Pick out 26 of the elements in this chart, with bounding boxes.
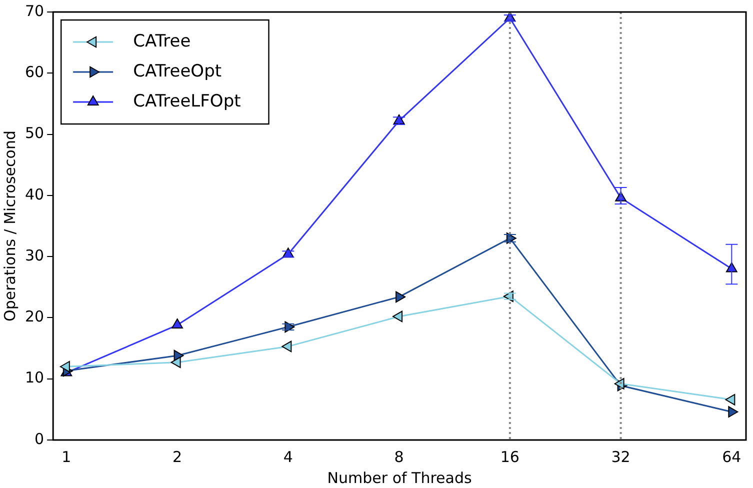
x-tick-label: 8	[394, 448, 404, 466]
x-tick-label: 4	[283, 448, 293, 466]
y-tick-label: 10	[24, 368, 44, 387]
legend-label: CATreeOpt	[133, 61, 222, 82]
x-tick-label: 32	[611, 448, 630, 466]
point	[392, 310, 403, 322]
y-tick-label: 60	[24, 63, 44, 82]
legend-label: CATree	[133, 31, 191, 52]
x-tick-label: 1	[62, 448, 72, 466]
y-tick-label: 50	[24, 124, 44, 142]
point	[725, 394, 736, 406]
x-tick-label: 16	[500, 448, 520, 466]
x-tick-label: 2	[172, 448, 182, 466]
point	[726, 262, 738, 272]
legend-label: CATreeLFOpt	[133, 91, 242, 112]
y-tick-label: 30	[24, 246, 44, 264]
y-tick-label: 20	[24, 308, 44, 326]
y-tick-label: 0	[34, 430, 44, 448]
y-tick-label: 40	[24, 185, 44, 204]
point	[172, 318, 183, 329]
y-tick-label: 70	[24, 2, 44, 20]
point	[282, 340, 292, 352]
y-axis-title: Operations / Microsecond	[0, 130, 19, 322]
x-tick-label: 64	[722, 448, 742, 466]
x-axis-title: Number of Threads	[327, 468, 472, 487]
point	[614, 378, 624, 390]
